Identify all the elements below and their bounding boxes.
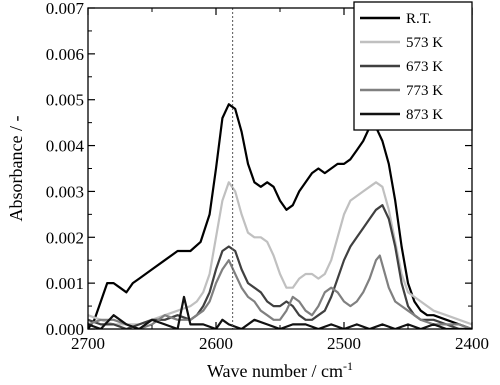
y-tick-label: 0.005: [46, 91, 84, 110]
legend-label: 573 K: [406, 35, 443, 51]
series-line-4: [88, 254, 472, 329]
x-axis-title-main: Wave number / cm: [207, 361, 343, 381]
x-axis-title: Wave number / cm-1: [207, 359, 353, 381]
y-axis-title: Absorbance / -: [6, 116, 26, 222]
legend-label: 773 K: [406, 83, 443, 99]
series-layer: [88, 103, 472, 329]
y-tick-label: 0.000: [46, 320, 84, 339]
legend-label: 873 K: [406, 107, 443, 123]
legend-label: 673 K: [406, 59, 443, 75]
x-axis-title-superscript: -1: [343, 359, 353, 373]
legend: R.T. 573 K 673 K 773 K 873 K: [353, 1, 473, 131]
x-tick-label: 2400: [455, 334, 489, 353]
y-tick-label: 0.003: [46, 182, 84, 201]
legend-label: R.T.: [406, 11, 432, 27]
y-tick-label: 0.004: [46, 137, 85, 156]
series-line-1: [88, 103, 472, 329]
series-line-3: [88, 204, 472, 329]
y-tick-label: 0.007: [46, 0, 85, 18]
y-tick-label: 0.001: [46, 274, 84, 293]
y-tick-label: 0.002: [46, 228, 84, 247]
x-tick-label: 2600: [199, 334, 233, 353]
x-tick-label: 2500: [327, 334, 361, 353]
x-tick-label: 2700: [71, 334, 105, 353]
y-tick-label: 0.006: [46, 45, 84, 64]
series-line-5: [88, 295, 472, 329]
